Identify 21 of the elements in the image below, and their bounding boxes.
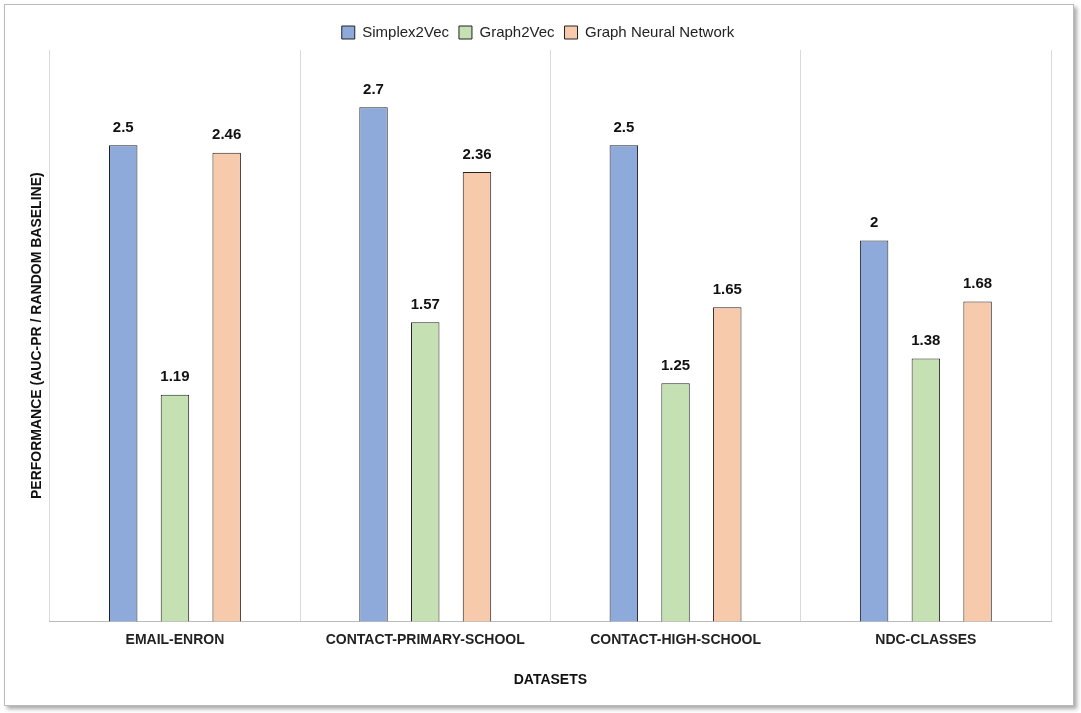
data-label: 1.57 bbox=[410, 295, 440, 313]
data-label: 2.5 bbox=[613, 117, 635, 135]
data-label: 1.38 bbox=[911, 331, 941, 349]
data-label: 1.65 bbox=[712, 279, 742, 297]
x-axis-title: DATASETS bbox=[513, 671, 588, 688]
data-label: 2.46 bbox=[212, 125, 242, 143]
data-label: 1.19 bbox=[160, 367, 190, 385]
data-label: 2.36 bbox=[462, 144, 492, 162]
x-tick-label: NDC-CLASSES bbox=[875, 630, 977, 647]
data-label: 2.5 bbox=[112, 117, 134, 135]
x-tick-label: EMAIL-ENRON bbox=[125, 630, 225, 647]
x-tick-label: CONTACT-HIGH-SCHOOL bbox=[590, 630, 762, 647]
data-label: 2.7 bbox=[363, 79, 384, 97]
data-label: 1.68 bbox=[962, 274, 993, 292]
legend-label: Graph Neural Network bbox=[585, 22, 735, 40]
legend-label: Simplex2Vec bbox=[362, 22, 450, 40]
x-tick-label: CONTACT-PRIMARY-SCHOOL bbox=[325, 630, 526, 647]
data-label: 1.25 bbox=[660, 355, 691, 373]
data-label: 2 bbox=[869, 213, 879, 231]
y-axis-title: PERFORMANCE (AUC-PR / RANDOM BASELINE) bbox=[28, 172, 45, 500]
legend-label: Graph2Vec bbox=[479, 22, 556, 40]
